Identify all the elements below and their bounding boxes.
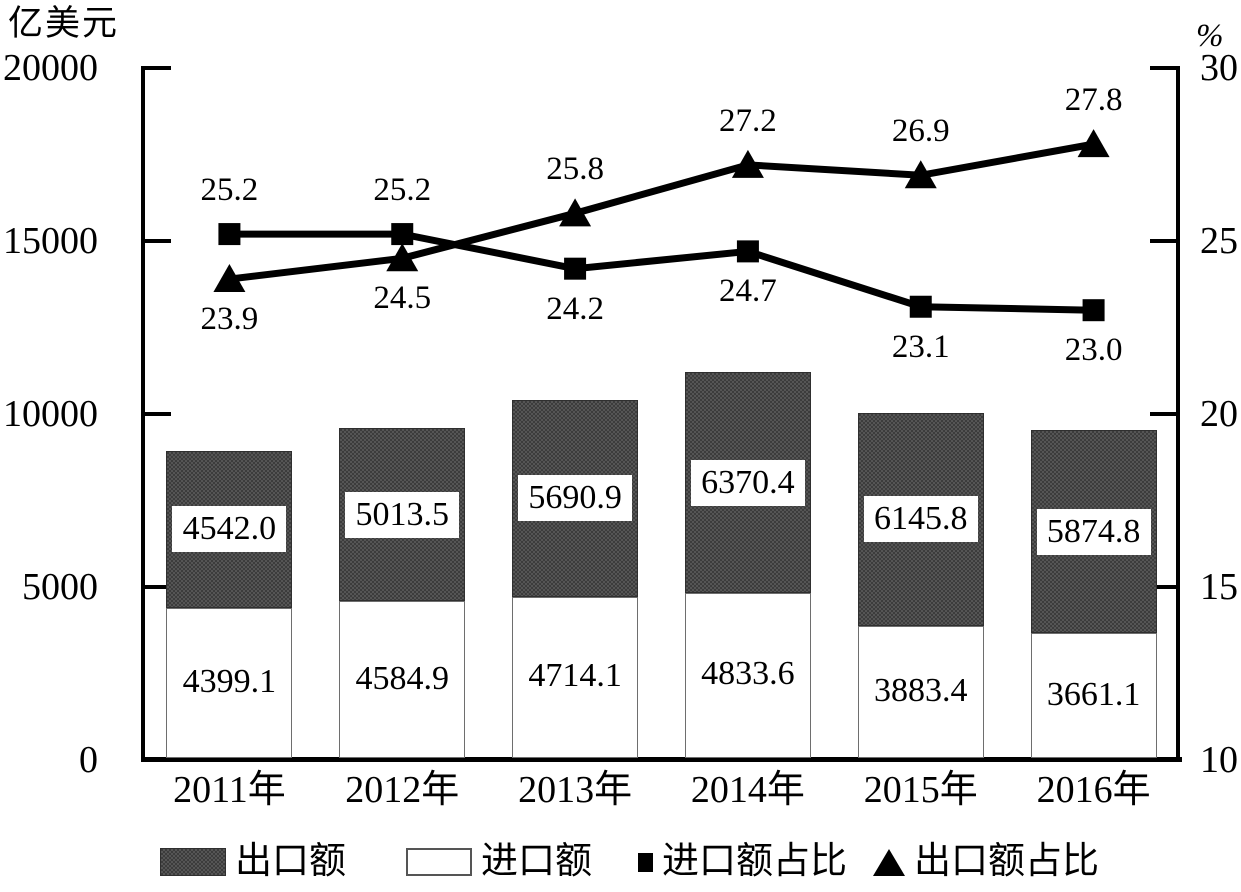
bar-export-value: 6145.8: [863, 496, 978, 543]
bar-import-segment: [857, 625, 984, 758]
legend-label: 出口额: [235, 841, 346, 882]
bar-export-value: 6370.4: [690, 459, 805, 506]
right-axis-tick: [1150, 585, 1176, 589]
left-axis-tick-label: 10000: [3, 393, 98, 435]
left-axis-tick-label: 15000: [3, 220, 98, 262]
export-share-value: 27.8: [1064, 82, 1123, 119]
bar-export-value: 5874.8: [1036, 508, 1151, 555]
import-share-value: 23.1: [891, 328, 950, 365]
square-marker: [218, 223, 241, 246]
right-axis-tick: [1150, 412, 1176, 416]
legend-label: 进口额占比: [662, 841, 847, 882]
bar-import-value: 4714.1: [528, 657, 622, 695]
import-share-value: 24.7: [719, 273, 777, 310]
right-axis-title: %: [1196, 18, 1224, 54]
x-axis-label: 2016年: [1036, 769, 1151, 811]
x-axis-label: 2014年: [690, 769, 805, 811]
left-axis-tick: [145, 412, 171, 416]
right-axis-tick-label: 15: [1200, 566, 1238, 608]
bar-import-segment: [684, 592, 811, 758]
legend-marker-export-share-icon: [873, 848, 905, 876]
export-share-value: 24.5: [373, 280, 432, 317]
export-share-line: [228, 140, 1095, 283]
right-axis-tick-label: 30: [1200, 47, 1238, 89]
left-axis-title: 亿美元: [8, 4, 120, 43]
export-share-value: 23.9: [200, 301, 259, 338]
export-share-value: 27.2: [719, 102, 777, 139]
legend-label: 进口额: [481, 841, 592, 882]
right-axis-tick-label: 10: [1200, 739, 1238, 781]
triangle-marker: [386, 243, 419, 272]
bar-export-value: 5013.5: [345, 491, 460, 538]
left-axis-tick-label: 5000: [22, 566, 98, 608]
bar-import-value: 3661.1: [1046, 675, 1141, 713]
import-share-value: 24.2: [546, 290, 604, 327]
legend-item-import-share: 进口额占比: [638, 840, 847, 884]
legend: 出口额 进口额 进口额占比 出口额占比: [160, 840, 1099, 884]
legend-label: 出口额占比: [914, 841, 1099, 882]
triangle-marker: [731, 149, 764, 178]
legend-item-export: 出口额: [160, 840, 346, 884]
right-axis-tick-label: 20: [1200, 393, 1238, 435]
right-axis-line: [1176, 66, 1180, 762]
left-axis-tick: [145, 585, 171, 589]
square-marker: [736, 240, 759, 263]
export-share-value: 25.8: [546, 151, 604, 188]
x-axis-label: 2015年: [863, 769, 978, 811]
bar-import-segment: [512, 596, 639, 758]
bar-import-value: 3883.4: [874, 671, 968, 709]
x-axis-line: [141, 757, 1182, 762]
x-axis-label: 2012年: [345, 769, 460, 811]
x-axis-label: 2013年: [518, 769, 633, 811]
square-marker: [391, 223, 414, 246]
triangle-marker: [213, 264, 246, 293]
bar-import-segment: [1030, 633, 1157, 758]
export-share-value: 26.9: [891, 113, 950, 150]
bar-import-segment: [339, 601, 466, 758]
bar-import-value: 4833.6: [701, 655, 795, 693]
right-axis-tick: [1150, 66, 1176, 70]
legend-item-export-share: 出口额占比: [873, 840, 1099, 884]
legend-item-import: 进口额: [406, 840, 592, 884]
square-marker: [1082, 299, 1105, 322]
x-axis-label: 2011年: [173, 769, 286, 811]
import-share-value: 25.2: [200, 172, 259, 209]
left-axis-tick: [145, 239, 171, 243]
right-axis-tick: [1150, 239, 1176, 243]
left-axis-tick-label: 0: [79, 739, 98, 781]
legend-marker-import-share-icon: [638, 852, 653, 872]
triangle-marker: [559, 198, 592, 227]
bar-export-value: 5690.9: [518, 475, 633, 522]
left-axis-tick: [145, 66, 171, 70]
left-axis-tick-label: 20000: [3, 47, 98, 89]
left-axis-line: [141, 66, 145, 762]
import-share-value: 23.0: [1064, 332, 1123, 369]
bar-import-segment: [166, 607, 293, 758]
bar-export-value: 4542.0: [172, 506, 287, 553]
triangle-marker: [904, 160, 937, 189]
bar-import-value: 4399.1: [182, 662, 277, 700]
import-share-value: 25.2: [373, 172, 432, 209]
square-marker: [564, 257, 587, 280]
right-axis-tick-label: 25: [1200, 220, 1238, 262]
bar-import-value: 4584.9: [355, 659, 450, 697]
triangle-marker: [1077, 129, 1110, 158]
legend-swatch-export-bar: [160, 848, 226, 876]
legend-swatch-import-bar: [406, 848, 472, 876]
square-marker: [909, 295, 932, 318]
